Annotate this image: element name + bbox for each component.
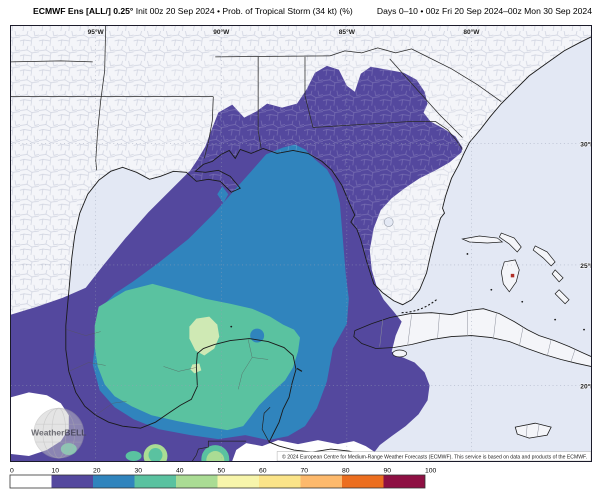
map-title: ECMWF Ens [ALL/] 0.25° Init 00z 20 Sep 2… xyxy=(33,6,353,16)
florida-keys xyxy=(400,299,437,314)
cozumel-island xyxy=(296,367,303,372)
tick-50: 50 xyxy=(218,468,226,475)
coastlines-and-borders xyxy=(11,26,591,461)
valid-date-range: Days 0–10 • 00z Fri 20 Sep 2024–00z Mon … xyxy=(376,6,592,16)
seg-90-100 xyxy=(383,475,425,488)
copyright-text: © 2024 European Centre for Medium-Range … xyxy=(282,454,587,461)
tick-80: 80 xyxy=(342,468,350,475)
cuba-land xyxy=(353,308,591,367)
lon-label-95w: 95°W xyxy=(88,28,105,36)
small-cays xyxy=(230,253,585,331)
tick-40: 40 xyxy=(176,468,184,475)
bahamas-islands xyxy=(461,232,570,305)
coastline xyxy=(65,36,591,461)
colorbar: 0 10 20 30 40 50 60 70 80 90 100 xyxy=(9,468,437,489)
map-panel: 95°W 90°W 85°W 80°W 30°N 25°N 20°N Weath… xyxy=(10,25,592,462)
cuba-province-borders xyxy=(379,311,576,362)
watermark: WeatherBELL xyxy=(31,407,86,459)
prob-spot-40-50-right xyxy=(206,451,225,461)
seg-50-60 xyxy=(217,475,259,488)
lat-label-20n: 20°N xyxy=(580,382,591,390)
lon-label-85w: 85°W xyxy=(339,28,356,36)
seg-80-90 xyxy=(342,475,384,488)
seg-70-80 xyxy=(300,475,342,488)
jamaica xyxy=(514,422,552,439)
seg-60-70 xyxy=(259,475,301,488)
title-bar: ECMWF Ens [ALL/] 0.25° Init 00z 20 Sep 2… xyxy=(0,6,600,20)
red-marker xyxy=(510,273,515,278)
tick-30: 30 xyxy=(135,468,143,475)
lon-label-90w: 90°W xyxy=(213,28,230,36)
seg-20-30 xyxy=(93,475,135,488)
tick-20: 20 xyxy=(93,468,101,475)
jamaica-parish-lines xyxy=(525,424,540,438)
copyright-strip: © 2024 European Centre for Medium-Range … xyxy=(276,451,591,461)
watermark-text: WeatherBELL xyxy=(31,428,86,438)
seg-40-50 xyxy=(176,475,218,488)
model-name: ECMWF Ens [ALL/] 0.25° xyxy=(33,6,134,16)
tick-70: 70 xyxy=(301,468,309,475)
colorbar-ticks: 0 10 20 30 40 50 60 70 80 90 100 xyxy=(10,468,437,475)
lat-label-25n: 25°N xyxy=(580,262,591,270)
tick-90: 90 xyxy=(384,468,392,475)
tick-60: 60 xyxy=(259,468,267,475)
state-borders xyxy=(11,26,502,171)
tick-0: 0 xyxy=(10,468,14,475)
lat-label-30n: 30°N xyxy=(580,140,591,148)
prob-speck-30-40-s xyxy=(125,451,142,461)
isla-juventud xyxy=(392,349,407,358)
tick-10: 10 xyxy=(52,468,60,475)
central-america-borders xyxy=(192,407,271,461)
seg-0-10 xyxy=(10,475,52,488)
probability-map: 95°W 90°W 85°W 80°W 30°N 25°N 20°N Weath… xyxy=(11,26,591,461)
prob-spot-20-30-delta xyxy=(217,186,229,204)
cuba-coastline xyxy=(353,308,591,367)
seg-10-20 xyxy=(51,475,93,488)
prob-speck-40-50 xyxy=(190,363,202,374)
mexico-state-borders xyxy=(66,329,269,416)
seg-30-40 xyxy=(134,475,176,488)
prob-spot-30-40-left xyxy=(148,448,163,461)
tick-100: 100 xyxy=(425,468,437,475)
colorbar-segments xyxy=(9,474,426,489)
map-subtitle: Init 00z 20 Sep 2024 • Prob. of Tropical… xyxy=(133,6,353,16)
lon-label-80w: 80°W xyxy=(463,28,480,36)
colorbar-border xyxy=(9,474,426,489)
grid-labels: 95°W 90°W 85°W 80°W 30°N 25°N 20°N xyxy=(87,27,591,391)
